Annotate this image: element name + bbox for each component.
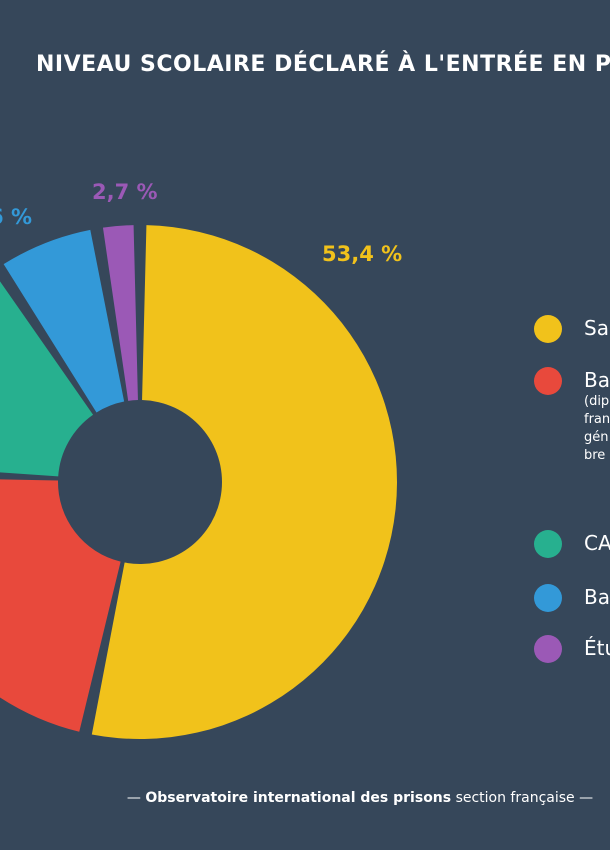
legend-label: Ba [584, 585, 610, 609]
legend-label: Étu [584, 636, 610, 660]
donut-slice [0, 281, 94, 477]
legend-sublabel-line: (dip [584, 394, 610, 409]
legend-swatch [534, 530, 562, 558]
legend-sublabel-line: gén [584, 430, 609, 445]
data-label: 2,7 % [92, 180, 158, 204]
footer-dash-left: — [126, 790, 141, 806]
legend-sublabel-line: bre [584, 448, 606, 463]
footer-org: Observatoire international des prisons [145, 790, 452, 806]
data-label: 6 % [0, 205, 32, 229]
donut-slice [102, 225, 138, 401]
legend-sublabel: (dip fran gén bre [584, 393, 610, 465]
legend-swatch [534, 584, 562, 612]
footer-section: section française [455, 790, 575, 806]
legend-label: Ba [584, 368, 610, 392]
legend-swatch [534, 635, 562, 663]
footer-credit: — Observatoire international des prisons… [0, 790, 610, 806]
legend-swatch [534, 315, 562, 343]
legend-swatch [534, 367, 562, 395]
footer-dash-right: — [579, 790, 594, 806]
legend-label: Sa [584, 316, 609, 340]
legend-label: CA [584, 531, 610, 555]
legend-sublabel-line: fran [584, 412, 610, 427]
chart-title: NIVEAU SCOLAIRE DÉCLARÉ À L'ENTRÉE EN PR [36, 52, 610, 77]
donut-slice [0, 479, 121, 732]
donut-slice [91, 225, 398, 739]
data-label: 53,4 % [322, 242, 402, 266]
donut-slice [3, 229, 125, 413]
